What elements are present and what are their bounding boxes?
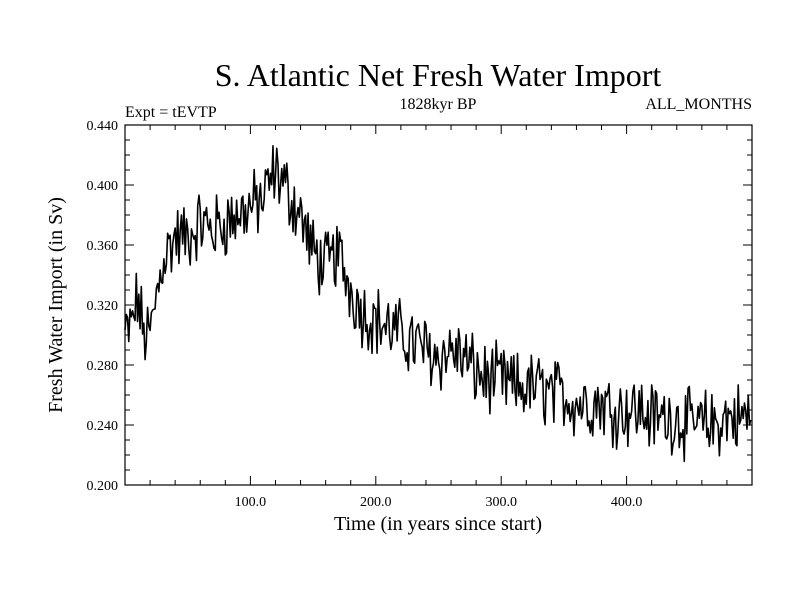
y-tick-label: 0.440 [87,119,119,134]
y-tick-label: 0.360 [87,239,119,254]
y-axis-label: Fresh Water Import (in Sv) [45,197,67,413]
y-tick-label: 0.240 [87,419,119,434]
axis-ticks: 100.0 200.0 300.0 400.0 0.200 0.240 0.280 0.320… [87,119,752,510]
chart-title: S. Atlantic Net Fresh Water Import [215,57,662,93]
x-tick-label: 100.0 [235,495,267,510]
experiment-label: Expt = tEVTP [125,104,217,121]
x-tick-label: 400.0 [611,495,643,510]
plot-frame [124,124,753,486]
y-tick-label: 0.400 [87,179,119,194]
y-tick-label: 0.280 [87,359,119,374]
series-line [124,145,752,463]
x-axis-label: Time (in years since start) [334,513,542,535]
y-tick-label: 0.320 [87,299,119,314]
x-tick-label: 300.0 [485,495,517,510]
x-tick-label: 200.0 [360,495,392,510]
months-label: ALL_MONTHS [645,96,752,113]
y-tick-label: 0.200 [87,479,119,494]
series-layer [124,145,752,463]
period-label: 1828kyr BP [400,96,477,113]
